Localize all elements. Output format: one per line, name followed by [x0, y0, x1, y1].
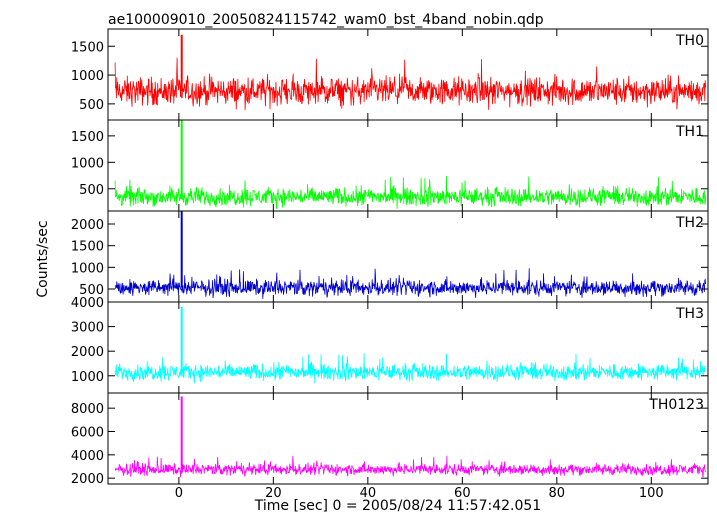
y-tick-label: 1500 — [71, 240, 104, 255]
x-tick-label: 0 — [175, 486, 183, 501]
panel-frame-th0 — [107, 28, 709, 121]
y-tick-label: 2000 — [71, 345, 104, 360]
x-tick-label: 100 — [639, 486, 664, 501]
panel-frame-th3 — [107, 301, 709, 394]
y-tick-label: 6000 — [71, 426, 104, 441]
y-tick-label: 4000 — [71, 449, 104, 464]
panel-frame-th0123 — [107, 392, 709, 485]
series-label-th2: TH2 — [675, 215, 704, 231]
y-tick-label: 3000 — [71, 321, 104, 336]
y-tick-label: 500 — [79, 98, 104, 113]
series-line-th0 — [114, 57, 706, 111]
chart-title: ae100009010_20050824115742_wam0_bst_4ban… — [108, 12, 544, 28]
y-tick-label: 8000 — [71, 402, 104, 417]
series-label-th3: TH3 — [675, 306, 704, 322]
y-axis-label: Counts/sec — [35, 220, 51, 297]
y-tick-label: 4000 — [71, 296, 104, 311]
x-tick-label: 80 — [549, 486, 566, 501]
y-tick-label: 1500 — [71, 40, 104, 55]
x-axis-label: Time [sec] 0 = 2005/08/24 11:57:42.051 — [254, 498, 541, 514]
y-tick-label: 2000 — [71, 218, 104, 233]
series-line-th2 — [114, 268, 706, 299]
y-tick-label: 1000 — [71, 261, 104, 276]
y-tick-label: 500 — [79, 283, 104, 298]
y-tick-label: 1000 — [71, 69, 104, 84]
x-tick-label: 20 — [265, 486, 282, 501]
y-tick-label: 500 — [79, 183, 104, 198]
series-label-th0: TH0 — [675, 33, 704, 49]
series-label-th0123: TH0123 — [648, 397, 704, 413]
series-line-th0123 — [114, 455, 706, 478]
y-tick-label: 1000 — [71, 370, 104, 385]
x-tick-label: 40 — [360, 486, 377, 501]
series-line-th1 — [114, 175, 706, 210]
y-tick-label: 1500 — [71, 130, 104, 145]
y-tick-label: 1000 — [71, 156, 104, 171]
x-tick-label: 60 — [454, 486, 471, 501]
series-line-th3 — [114, 353, 706, 384]
series-label-th1: TH1 — [675, 124, 704, 140]
y-tick-label: 2000 — [71, 472, 104, 487]
